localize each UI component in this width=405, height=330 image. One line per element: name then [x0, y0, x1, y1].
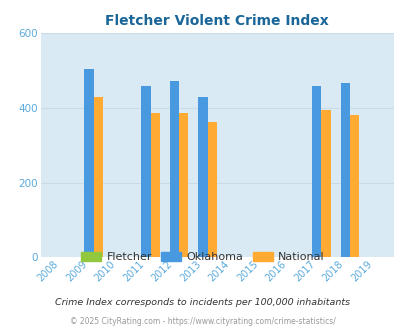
Bar — [349, 115, 358, 257]
Bar — [321, 110, 330, 257]
Bar — [170, 81, 179, 257]
Bar — [207, 122, 216, 257]
Bar — [94, 97, 102, 257]
Bar — [141, 86, 150, 257]
Bar — [84, 69, 93, 257]
Text: Crime Index corresponds to incidents per 100,000 inhabitants: Crime Index corresponds to incidents per… — [55, 298, 350, 307]
Bar — [150, 113, 159, 257]
Bar — [179, 113, 188, 257]
Title: Fletcher Violent Crime Index: Fletcher Violent Crime Index — [105, 14, 328, 28]
Bar — [311, 86, 321, 257]
Bar — [198, 97, 207, 257]
Text: © 2025 CityRating.com - https://www.cityrating.com/crime-statistics/: © 2025 CityRating.com - https://www.city… — [70, 317, 335, 326]
Bar — [340, 83, 349, 257]
Legend: Fletcher, Oklahoma, National: Fletcher, Oklahoma, National — [77, 248, 328, 267]
